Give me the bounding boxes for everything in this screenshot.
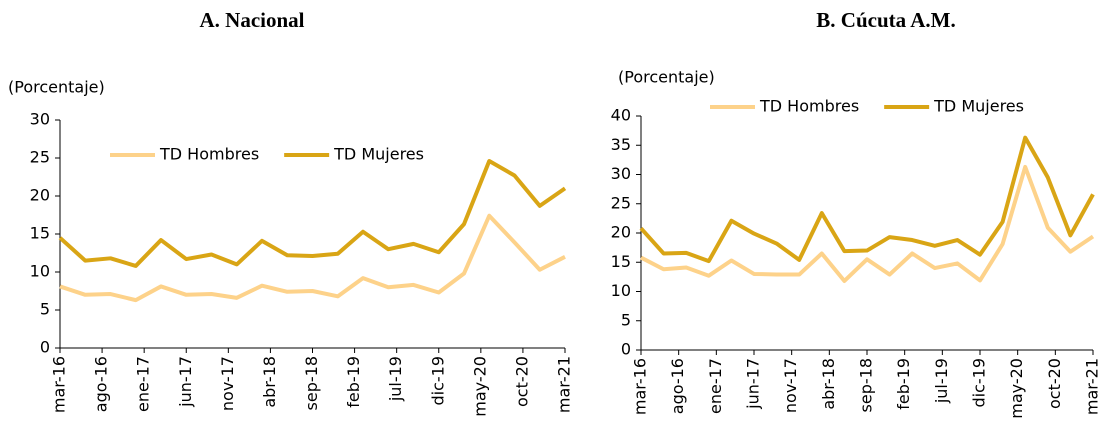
- y-tick-label: 10: [30, 262, 50, 281]
- x-tick-label: dic-19: [970, 358, 989, 408]
- y-tick-label: 5: [621, 310, 631, 329]
- y-tick-label: 40: [611, 106, 631, 125]
- line-series: [640, 164, 1095, 283]
- x-tick-label: mar-16: [631, 358, 650, 415]
- y-axis-label: (Porcentaje): [618, 68, 715, 87]
- y-tick-label: 30: [30, 110, 50, 129]
- y-tick-label: 25: [30, 148, 50, 167]
- x-tick-label: may-20: [470, 356, 489, 417]
- x-tick-label: ago-16: [668, 358, 687, 414]
- x-tick-label: dic-19: [428, 356, 447, 406]
- y-tick-label: 10: [611, 281, 631, 300]
- y-tick-label: 20: [611, 223, 631, 242]
- y-tick-label: 30: [611, 164, 631, 183]
- x-tick-label: abr-18: [819, 358, 838, 410]
- y-tick-label: 20: [30, 186, 50, 205]
- x-tick-label: jul-19: [932, 358, 951, 404]
- y-tick-label: 0: [621, 340, 631, 359]
- y-tick-label: 15: [30, 224, 50, 243]
- line-series: [58, 159, 567, 268]
- chart-title: A. Nacional: [200, 8, 305, 32]
- x-tick-label: ene-17: [706, 358, 725, 414]
- x-tick-label: sep-18: [302, 356, 321, 410]
- x-tick-label: abr-18: [260, 356, 279, 408]
- x-tick-label: nov-17: [781, 358, 800, 413]
- x-tick-label: sep-18: [857, 358, 876, 412]
- x-tick-label: jun-17: [744, 358, 763, 410]
- x-tick-label: oct-20: [512, 356, 531, 407]
- x-tick-label: jun-17: [176, 356, 195, 408]
- y-tick-label: 0: [40, 338, 50, 357]
- y-axis-label: (Porcentaje): [8, 78, 105, 97]
- chart-title: B. Cúcuta A.M.: [816, 8, 955, 32]
- x-tick-label: oct-20: [1045, 358, 1064, 409]
- legend-label: TD Mujeres: [933, 97, 1024, 116]
- x-tick-label: mar-21: [555, 356, 574, 413]
- x-tick-label: mar-16: [50, 356, 69, 413]
- y-tick-label: 5: [40, 300, 50, 319]
- line-series: [639, 135, 1095, 264]
- x-tick-label: feb-19: [344, 356, 363, 408]
- x-tick-label: jul-19: [386, 356, 405, 402]
- x-tick-label: nov-17: [218, 356, 237, 411]
- y-tick-label: 35: [611, 135, 631, 154]
- legend-label: TD Hombres: [159, 145, 259, 164]
- x-tick-label: mar-21: [1083, 358, 1102, 415]
- line-series: [59, 213, 566, 303]
- y-tick-label: 25: [611, 193, 631, 212]
- x-tick-label: ago-16: [92, 356, 111, 412]
- y-tick-label: 15: [611, 252, 631, 271]
- legend-label: TD Hombres: [759, 97, 859, 116]
- x-tick-label: may-20: [1007, 358, 1026, 419]
- legend-label: TD Mujeres: [333, 145, 424, 164]
- x-tick-label: feb-19: [894, 358, 913, 410]
- x-tick-label: ene-17: [134, 356, 153, 412]
